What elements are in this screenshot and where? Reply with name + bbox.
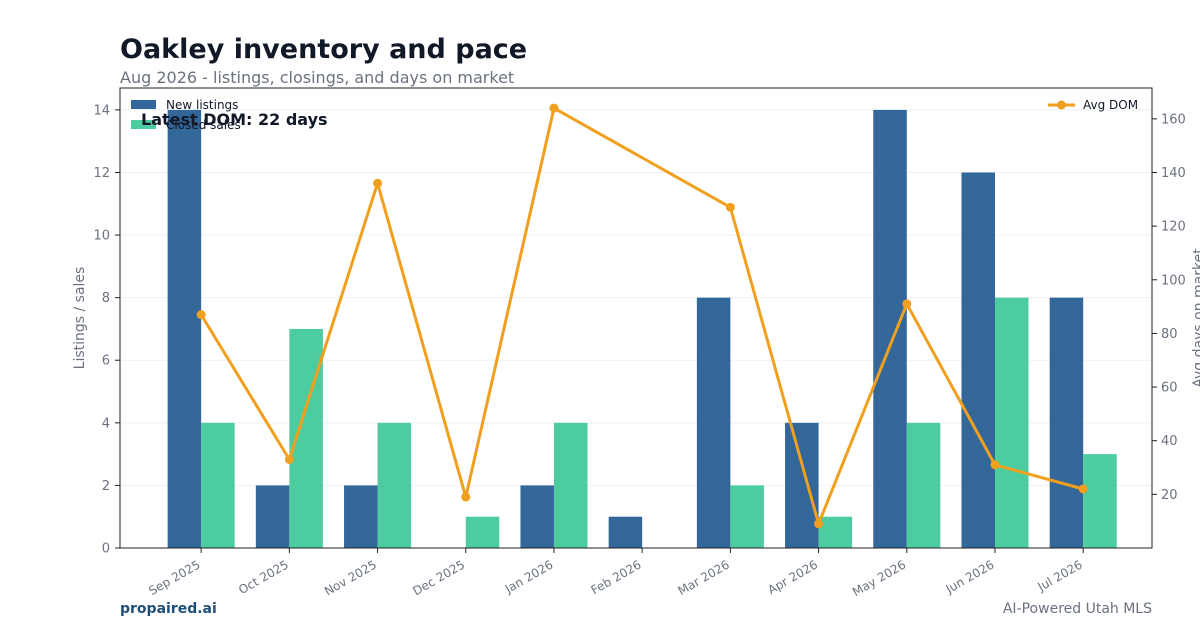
line-avg-dom <box>199 106 1084 526</box>
point-avg-dom <box>461 492 471 502</box>
bar-new-listings <box>696 297 731 548</box>
x-tick-label: May 2026 <box>850 557 908 599</box>
y2-tick-label: 80 <box>1161 327 1178 342</box>
y2-tick-label: 160 <box>1161 112 1186 127</box>
y2-axis-label: Avg days on market <box>1191 248 1200 388</box>
point-avg-dom <box>1078 484 1088 494</box>
latest-dom-annotation: Latest DOM: 22 days <box>141 110 328 129</box>
bar-closed-sales <box>906 422 941 548</box>
legend-label-closed-sales: Closed sales <box>166 118 241 132</box>
x-tick-label: Dec 2025 <box>410 557 467 598</box>
bar-closed-sales <box>465 516 500 548</box>
bar-new-listings <box>255 485 290 548</box>
bar-new-listings <box>520 485 554 548</box>
chart-subtitle: Aug 2026 - listings, closings, and days … <box>120 68 515 87</box>
x-tick-label: Jan 2026 <box>502 557 556 596</box>
x-tick-label: Mar 2026 <box>676 557 732 598</box>
y-axis-label: Listings / sales <box>72 267 88 370</box>
y2-tick-label: 120 <box>1161 220 1186 235</box>
legend-swatch-closed-sales <box>131 120 156 129</box>
bar-closed-sales <box>730 485 764 548</box>
tagline-footer: AI-Powered Utah MLS <box>1002 601 1152 617</box>
point-avg-dom <box>549 103 559 113</box>
legend-label-new-listings: New listings <box>166 98 238 112</box>
y2-tick-label: 140 <box>1161 166 1186 181</box>
bar-new-listings <box>344 485 378 548</box>
point-avg-dom <box>725 202 735 212</box>
y-tick-label: 2 <box>102 479 110 494</box>
y-tick-label: 8 <box>102 291 110 306</box>
brand-footer: propaired.ai <box>120 601 217 617</box>
bar-closed-sales <box>289 328 323 548</box>
y-tick-label: 14 <box>93 103 110 118</box>
x-tick-label: Jun 2026 <box>943 557 997 596</box>
bar-new-listings <box>608 516 643 548</box>
bar-new-listings <box>785 422 819 548</box>
bar-closed-sales <box>201 422 235 548</box>
y-tick-label: 0 <box>102 542 110 557</box>
legend-swatch-new-listings <box>131 100 156 109</box>
y2-tick-label: 40 <box>1161 434 1178 449</box>
bar-new-listings <box>1049 297 1084 548</box>
legend-marker-avg-dom <box>1057 100 1066 110</box>
plot-frame <box>119 87 1153 549</box>
bar-new-listings <box>167 109 202 549</box>
chart-title: Oakley inventory and pace <box>120 34 528 65</box>
x-tick-label: Sep 2025 <box>146 557 202 598</box>
y-tick-label: 4 <box>102 416 110 431</box>
point-avg-dom <box>990 460 1000 470</box>
bar-new-listings <box>961 172 995 548</box>
x-tick-label: Feb 2026 <box>589 557 644 597</box>
bar-closed-sales <box>994 297 1029 548</box>
bar-closed-sales <box>377 422 412 548</box>
legend-label-avg-dom: Avg DOM <box>1083 98 1138 112</box>
point-avg-dom <box>196 310 206 320</box>
bar-closed-sales <box>1083 454 1117 548</box>
x-tick-label: Apr 2026 <box>765 557 820 597</box>
y-tick-label: 10 <box>93 229 110 244</box>
x-tick-label: Jul 2026 <box>1035 557 1085 594</box>
point-avg-dom <box>284 454 294 464</box>
bar-closed-sales <box>818 516 853 548</box>
y2-tick-label: 100 <box>1161 273 1186 288</box>
y2-tick-label: 20 <box>1161 488 1178 503</box>
y-tick-label: 12 <box>93 166 110 181</box>
bar-closed-sales <box>553 422 588 548</box>
y2-tick-label: 60 <box>1161 381 1178 396</box>
point-avg-dom <box>902 299 912 309</box>
point-avg-dom <box>373 178 383 188</box>
bar-new-listings <box>873 109 907 549</box>
y-tick-label: 6 <box>102 354 110 369</box>
x-tick-label: Oct 2025 <box>236 557 291 597</box>
point-avg-dom <box>814 519 824 529</box>
x-tick-label: Nov 2025 <box>322 557 379 598</box>
